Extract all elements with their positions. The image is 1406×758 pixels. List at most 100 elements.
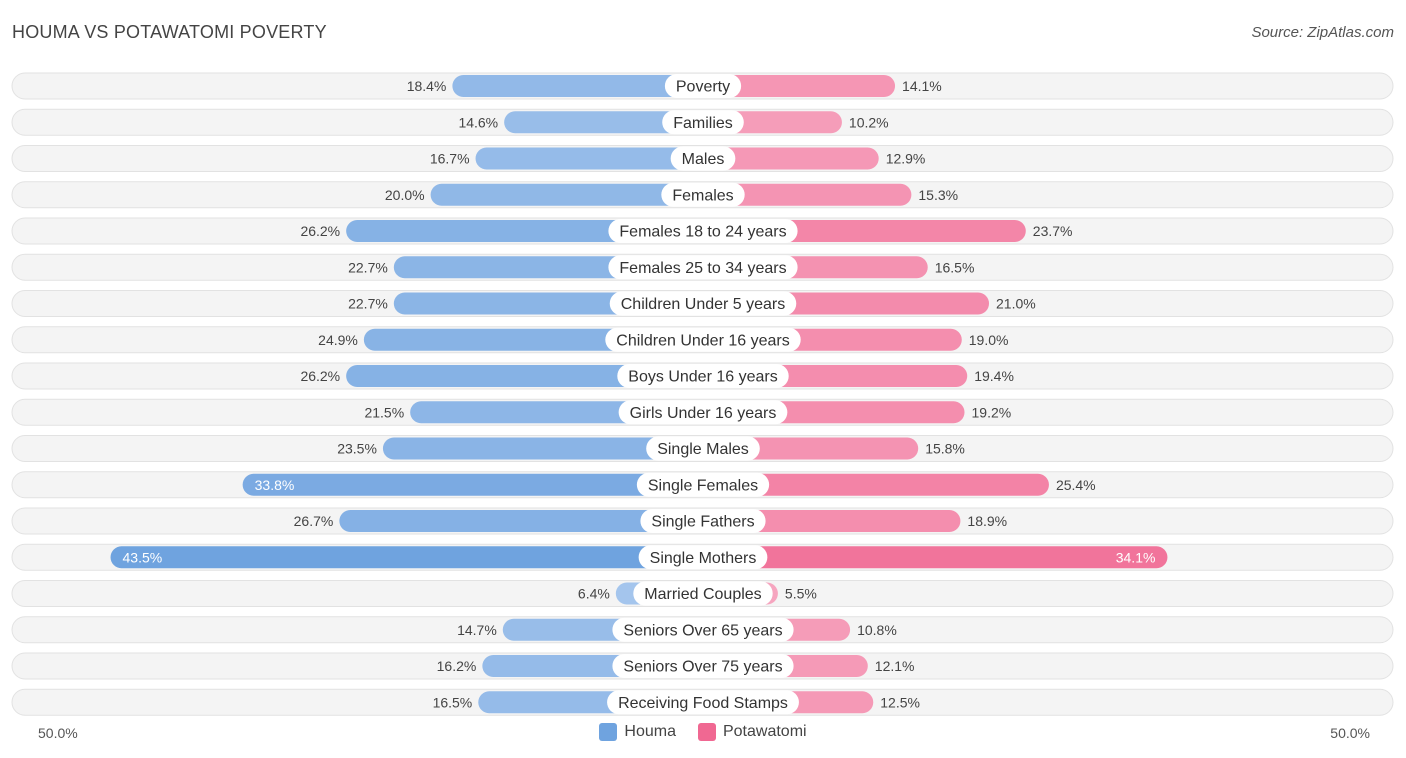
chart-row: 6.4% 5.5% Married Couples [11,580,1394,607]
category-label: Single Females [648,477,758,494]
diverging-bar-chart: 18.4% 14.1% Poverty 14.6% 10.2% Families 16.7%… [11,72,1394,716]
chart-row: 22.7% 21.0% Children Under 5 years [11,290,1394,317]
legend-swatch-potawatomi [697,723,716,741]
category-label: Married Couples [644,586,761,603]
value-label-houma: 18.4% [407,78,447,94]
value-label-houma: 26.7% [294,513,334,529]
category-pill [662,110,744,135]
value-label-potawatomi: 16.5% [935,259,975,275]
chart-row: 16.5% 12.5% Receiving Food Stamps [11,688,1394,716]
legend-item-houma[interactable]: Houma [599,723,676,741]
category-label: Boys Under 16 years [628,369,777,386]
category-label: Seniors Over 75 years [623,659,782,676]
category-pill [661,182,745,207]
value-label-houma: 14.6% [458,114,498,130]
legend-swatch-houma [599,723,618,741]
chart-row: 43.5% 34.1% Single Mothers [11,543,1394,571]
category-pill [607,690,799,715]
category-label: Children Under 16 years [616,332,789,349]
category-pill [609,291,797,316]
value-label-houma: 16.5% [433,694,473,710]
category-pill [638,545,768,570]
category-pill [664,74,742,98]
bar-houma [382,437,703,460]
value-label-potawatomi: 19.2% [972,404,1012,420]
chart-row: 24.9% 19.0% Children Under 16 years [11,326,1394,354]
value-label-potawatomi: 15.8% [925,441,965,457]
category-label: Females 25 to 34 years [619,260,786,277]
value-label-potawatomi: 19.4% [974,368,1014,384]
category-pill [612,654,794,678]
category-label: Receiving Food Stamps [618,695,788,712]
category-pill [670,146,736,171]
bar-houma [339,510,703,532]
value-label-houma: 21.5% [364,404,404,420]
value-label-potawatomi: 14.1% [902,78,942,94]
chart-row: 14.7% 10.8% Seniors Over 65 years [11,616,1394,644]
axis-max-label: 50.0% [1330,725,1370,741]
category-label: Single Fathers [651,514,754,531]
category-label: Families [673,115,733,132]
value-label-houma: 26.2% [300,368,340,384]
chart-row: 33.8% 25.4% Single Females [11,471,1394,499]
value-label-houma: 23.5% [337,441,377,457]
value-label-houma: 14.7% [457,622,497,638]
value-label-houma: 22.7% [348,296,388,312]
category-pill [618,400,788,425]
chart-row: 26.2% 23.7% Females 18 to 24 years [11,217,1394,245]
value-label-potawatomi: 5.5% [785,586,817,602]
category-label: Single Males [657,441,749,458]
category-label: Girls Under 16 years [630,405,777,422]
bar-potawatomi [703,75,896,97]
bar-houma [430,183,703,206]
bar-houma [475,147,703,170]
bar-potawatomi [703,546,1168,569]
bar-houma [504,111,703,134]
chart-row: 26.2% 19.4% Boys Under 16 years [11,362,1394,390]
legend-item-potawatomi[interactable]: Potawatomi [697,723,807,741]
category-pill [640,509,766,533]
value-label-houma: 16.7% [430,151,470,167]
bar-houma [452,75,703,97]
value-label-potawatomi: 12.9% [886,151,926,167]
chart-row: 22.7% 16.5% Females 25 to 34 years [11,253,1394,281]
category-label: Children Under 5 years [621,296,786,313]
bar-houma [242,473,704,496]
value-label-houma: 26.2% [300,223,340,239]
category-label: Females 18 to 24 years [619,224,786,241]
category-label: Poverty [676,79,730,96]
category-label: Females [672,187,733,204]
value-label-houma: 20.0% [385,187,425,203]
value-label-potawatomi: 18.9% [967,513,1007,529]
value-label-potawatomi: 12.5% [880,694,920,710]
value-label-houma: 6.4% [578,586,610,602]
chart-row: 16.2% 12.1% Seniors Over 75 years [11,652,1394,680]
chart-row: 23.5% 15.8% Single Males [11,435,1394,462]
category-label: Males [682,151,725,168]
bar-potawatomi [703,147,879,170]
value-label-houma: 22.7% [348,259,388,275]
chart-title: HOUMA VS POTAWATOMI POVERTY [12,22,327,42]
value-label-houma: 43.5% [123,549,163,565]
category-pill [605,327,801,352]
legend-label-houma: Houma [624,723,676,740]
category-pill [608,219,798,243]
category-pill [633,581,773,606]
axis-min-label: 50.0% [38,725,78,741]
category-label: Seniors Over 65 years [623,622,782,639]
category-pill [646,436,760,461]
value-label-potawatomi: 21.0% [996,296,1036,312]
value-label-potawatomi: 15.3% [918,187,958,203]
legend: Houma Potawatomi [0,723,1406,741]
value-label-houma: 33.8% [255,477,295,493]
chart-row: 18.4% 14.1% Poverty [11,72,1394,100]
chart-row: 16.7% 12.9% Males [11,145,1394,172]
value-label-potawatomi: 23.7% [1033,223,1073,239]
bar-potawatomi [703,183,912,206]
category-pill [608,255,798,280]
value-label-potawatomi: 19.0% [969,332,1009,348]
legend-label-potawatomi: Potawatomi [722,723,807,740]
value-label-houma: 16.2% [437,658,477,674]
bar-houma [346,365,703,387]
value-label-potawatomi: 10.8% [857,622,897,638]
